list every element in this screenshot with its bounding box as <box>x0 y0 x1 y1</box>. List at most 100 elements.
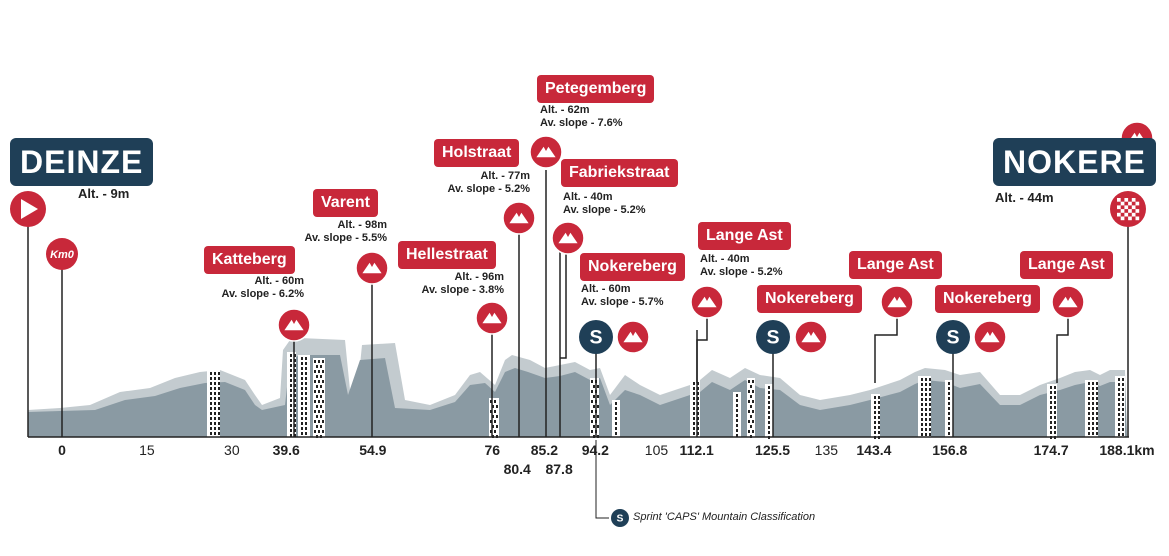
finish-checker <box>1135 216 1140 221</box>
cobble-stone <box>874 406 876 409</box>
cobble-stone <box>218 417 220 420</box>
cobble-stone <box>1122 408 1124 411</box>
cobble-stone <box>697 427 699 430</box>
cobble-stone <box>218 412 220 415</box>
cobble-stone <box>748 390 750 393</box>
cobble-stone <box>301 427 303 430</box>
cobble-sector <box>1115 376 1125 437</box>
cobble-stone <box>615 402 617 405</box>
cobble-stone <box>929 408 931 411</box>
climb-slope: Av. slope - 5.2% <box>563 204 646 216</box>
cobble-stone <box>301 407 303 410</box>
cobble-stone <box>316 405 318 408</box>
climb-label-nokereberg-3: Nokereberg <box>935 285 1040 313</box>
cobble-stone <box>322 360 324 363</box>
finish-checker <box>1120 201 1125 206</box>
cobble-stone <box>925 378 927 381</box>
finish-checker <box>1124 198 1129 202</box>
cobble-stone <box>322 380 324 383</box>
cobble-stone <box>294 419 296 422</box>
cobble-stone <box>1050 426 1052 429</box>
cobble-stone <box>290 414 292 417</box>
cobble-stone <box>294 434 296 437</box>
cobble-stone <box>320 395 322 398</box>
cobble-stone <box>214 422 216 425</box>
cobble-stone <box>494 430 496 433</box>
cobble-stone <box>1122 423 1124 426</box>
km-label: 135 <box>814 442 839 458</box>
langeast3-connector <box>1056 315 1069 383</box>
finish-checker <box>1117 205 1121 210</box>
cobble-stone <box>1092 382 1094 385</box>
cobble-stone <box>290 434 292 437</box>
fabriekstraat-connector <box>560 248 567 359</box>
cobble-stone <box>210 407 212 410</box>
finish-checker <box>1128 201 1132 206</box>
cobble-stone <box>593 405 595 408</box>
finish-town-label: NOKERE <box>993 138 1156 186</box>
mountain-icon-fabriekstraat-glyph <box>558 232 578 244</box>
cobble-stone <box>492 425 494 428</box>
cobble-stone <box>496 425 498 428</box>
cobble-stone <box>874 401 876 404</box>
cobble-stone <box>294 394 296 397</box>
cobble-stone <box>1118 383 1120 386</box>
km-label: 15 <box>139 442 155 458</box>
km-label: 125.5 <box>755 442 791 458</box>
mountain-icon-langeast-2-glyph <box>887 296 907 308</box>
climb-slope: Av. slope - 5.7% <box>581 296 664 308</box>
cobble-stone <box>1118 403 1120 406</box>
cobble-stone <box>322 390 324 393</box>
cobble-stone <box>736 399 738 402</box>
cobble-sector <box>298 355 310 437</box>
cobble-stone <box>929 403 931 406</box>
cobble-stone <box>748 380 750 383</box>
cobble-stone <box>218 402 220 405</box>
km-label: 94.2 <box>581 442 609 458</box>
cobble-stone <box>218 397 220 400</box>
cobble-stone <box>214 387 216 390</box>
cobble-stone <box>316 395 318 398</box>
cobble-stone <box>290 384 292 387</box>
cobble-stone <box>874 396 876 399</box>
cobble-stone <box>948 392 950 395</box>
cobble-stone <box>921 433 923 436</box>
cobble-stone <box>948 417 950 420</box>
cobble-stone <box>210 422 212 425</box>
cobble-stone <box>1054 426 1056 429</box>
cobble-stone <box>1088 427 1090 430</box>
cobble-stone <box>1088 397 1090 400</box>
cobble-stone <box>320 405 322 408</box>
cobble-stone <box>593 395 595 398</box>
cobble-stone <box>318 410 320 413</box>
cobble-stone <box>290 394 292 397</box>
climb-info-katteberg: Alt. - 60m Av. slope - 6.2% <box>221 275 304 301</box>
cobble-stone <box>593 385 595 388</box>
legend-sprint-caps: Sprint 'CAPS' Mountain Classification <box>633 511 816 523</box>
cobble-stone <box>322 420 324 423</box>
cobble-stone <box>1122 378 1124 381</box>
cobble-stone <box>320 375 322 378</box>
cobble-stone <box>1050 386 1052 389</box>
cobble-stone <box>305 407 307 410</box>
mountain-icon-petegemberg-glyph <box>536 146 556 158</box>
cobble-stone <box>921 408 923 411</box>
cobble-stone <box>748 410 750 413</box>
cobble-stone <box>320 385 322 388</box>
km-label: 143.4 <box>856 442 892 458</box>
cobble-stone <box>1054 386 1056 389</box>
cobble-stone <box>218 392 220 395</box>
km-label: 174.7 <box>1033 442 1069 458</box>
mountain-icon-langeast-3-glyph <box>1058 296 1078 308</box>
cobble-sector <box>313 358 325 437</box>
cobble-stone <box>1118 428 1120 431</box>
cobble-stone <box>294 364 296 367</box>
sprint-icon-3 <box>936 320 970 354</box>
cobble-stone <box>1054 401 1056 404</box>
cobble-stone <box>490 420 492 423</box>
cobble-stone <box>752 380 754 383</box>
cobble-stone <box>218 407 220 410</box>
cobble-stone <box>591 380 593 383</box>
cobble-stone <box>301 377 303 380</box>
